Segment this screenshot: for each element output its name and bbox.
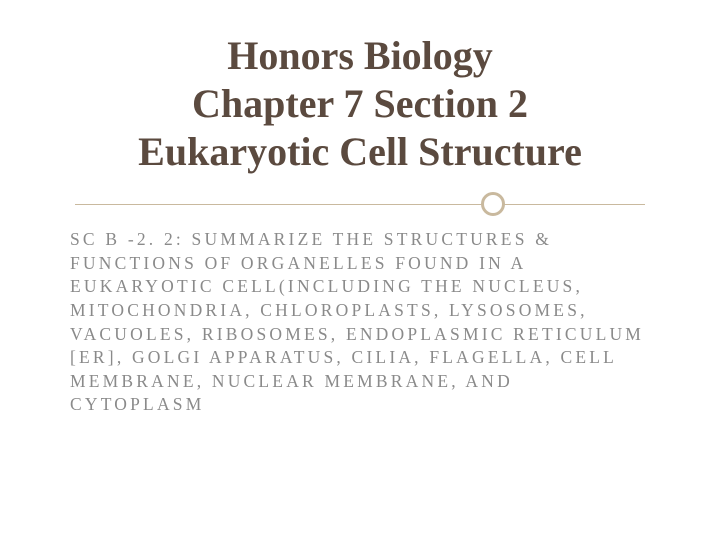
title-line-1: Honors Biology [70, 32, 650, 80]
title-line-2: Chapter 7 Section 2 [70, 80, 650, 128]
slide: Honors Biology Chapter 7 Section 2 Eukar… [0, 0, 720, 540]
divider [70, 184, 650, 224]
divider-line [75, 204, 645, 205]
divider-circle-icon [481, 192, 505, 216]
body-text: SC B -2. 2: SUMMARIZE THE STRUCTURES & F… [70, 224, 650, 417]
slide-title: Honors Biology Chapter 7 Section 2 Eukar… [70, 32, 650, 176]
title-line-3: Eukaryotic Cell Structure [70, 128, 650, 176]
